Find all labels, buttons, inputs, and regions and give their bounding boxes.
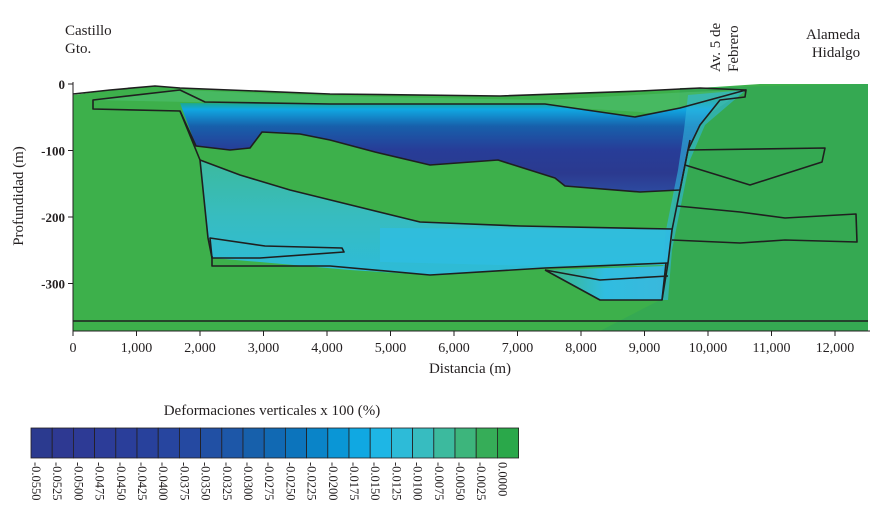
legend-swatch xyxy=(412,427,435,459)
outline-left-fault xyxy=(179,110,213,259)
x-tick-label: 3,000 xyxy=(248,341,280,356)
legend-swatch xyxy=(221,427,244,459)
legend-value: -0.0050 xyxy=(453,462,467,501)
y-tick-label: -100 xyxy=(41,144,65,159)
cyan-region xyxy=(380,228,672,266)
legend-value: -0.0125 xyxy=(389,462,403,501)
outline-upper-block xyxy=(92,89,747,193)
legend-swatch xyxy=(115,427,138,459)
layer-outlines xyxy=(72,85,868,322)
legend-value: -0.0500 xyxy=(71,462,85,501)
x-tick-label: 1,000 xyxy=(121,341,153,356)
x-tick-label: 2,000 xyxy=(184,341,216,356)
legend-swatch xyxy=(73,427,96,459)
castillo-line1: Castillo xyxy=(65,23,112,39)
legend-swatch xyxy=(454,427,477,459)
y-tick-label: 0 xyxy=(59,77,66,92)
axes xyxy=(72,82,870,332)
legend-value: -0.0175 xyxy=(347,462,361,501)
legend-value: -0.0025 xyxy=(474,462,488,501)
legend-swatch xyxy=(263,427,286,459)
legend-swatch xyxy=(136,427,159,459)
y-tick-label: -200 xyxy=(41,210,65,225)
legend-value: -0.0300 xyxy=(241,462,255,501)
legend-swatch xyxy=(284,427,307,459)
x-tick-label: 4,000 xyxy=(311,341,343,356)
outline-middle-upper xyxy=(199,159,673,230)
legend-swatch xyxy=(157,427,180,459)
legend-title: Deformaciones verticales x 100 (%) xyxy=(163,403,381,419)
alameda-line2: Hidalgo xyxy=(811,45,861,61)
basin-deep-zone xyxy=(180,98,720,192)
x-axis-title: Distancia (m) xyxy=(0,361,886,378)
legend-value: -0.0375 xyxy=(177,462,191,501)
legend-value: -0.0325 xyxy=(220,462,234,501)
legend-swatch xyxy=(433,427,456,459)
x-tick-label: 0 xyxy=(70,341,77,356)
x-tick-label: 5,000 xyxy=(375,341,407,356)
x-tick-label: 9,000 xyxy=(629,341,661,356)
legend-swatch xyxy=(242,427,265,459)
legend-value: -0.0400 xyxy=(156,462,170,501)
y-tick-label: -300 xyxy=(41,277,65,292)
castillo-line2: Gto. xyxy=(65,41,92,57)
alameda-line1: Alameda xyxy=(806,27,861,43)
legend-swatch xyxy=(390,427,413,459)
outline-right-wedge xyxy=(684,147,826,186)
x-axis-title-text: Distancia (m) xyxy=(428,361,512,377)
x-tick-label: 12,000 xyxy=(816,341,855,356)
outline-lens-bottom xyxy=(211,256,669,276)
legend-swatch xyxy=(496,427,519,459)
legend-value: 0.0000 xyxy=(495,462,509,496)
top-strip xyxy=(92,90,745,120)
x-tick-label: 6,000 xyxy=(438,341,470,356)
legend-value: -0.0075 xyxy=(432,462,446,501)
legend-swatch xyxy=(475,427,498,459)
legend-value: -0.0200 xyxy=(326,462,340,501)
x-tick-label: 10,000 xyxy=(689,341,728,356)
legend-value: -0.0425 xyxy=(135,462,149,501)
legend-value: -0.0150 xyxy=(368,462,382,501)
legend-swatch xyxy=(94,427,117,459)
legend-colorbar xyxy=(30,427,519,459)
x-tick-label: 7,000 xyxy=(502,341,534,356)
legend-value: -0.0525 xyxy=(50,462,64,501)
outline-right-layer xyxy=(671,205,858,244)
legend-value: -0.0250 xyxy=(283,462,297,501)
alameda-label: Alameda Hidalgo xyxy=(806,26,860,62)
outline-top xyxy=(72,85,747,97)
x-tick-label: 11,000 xyxy=(753,341,791,356)
legend-value: -0.0475 xyxy=(93,462,107,501)
x-ticks: 0 1,000 2,000 3,000 4,000 5,000 6,000 7,000 8,00… xyxy=(70,331,855,356)
legend-swatch xyxy=(200,427,223,459)
x-tick-label: 8,000 xyxy=(565,341,597,356)
legend-swatch xyxy=(51,427,74,459)
legend-value: -0.0550 xyxy=(29,462,43,501)
legend-swatch xyxy=(369,427,392,459)
castillo-label: Castillo Gto. xyxy=(65,22,112,58)
legend-swatch xyxy=(178,427,201,459)
fault-column xyxy=(660,90,746,300)
legend-swatch xyxy=(306,427,329,459)
y-ticks: 0 -100 -200 -300 xyxy=(41,77,73,292)
legend-value: -0.0275 xyxy=(262,462,276,501)
legend-value: -0.0450 xyxy=(114,462,128,501)
outline-right-fault xyxy=(661,139,691,301)
legend-swatch xyxy=(30,427,53,459)
legend-swatch xyxy=(327,427,350,459)
legend-swatch xyxy=(348,427,371,459)
legend-value: -0.0350 xyxy=(199,462,213,501)
legend-labels: -0.0550 -0.0525 -0.0500 -0.0475 -0.0450 -0.04… xyxy=(29,462,509,501)
outline-lower-lens xyxy=(544,262,669,301)
legend-value: -0.0225 xyxy=(305,462,319,501)
legend-value: -0.0100 xyxy=(411,462,425,501)
lower-lens xyxy=(545,266,665,300)
